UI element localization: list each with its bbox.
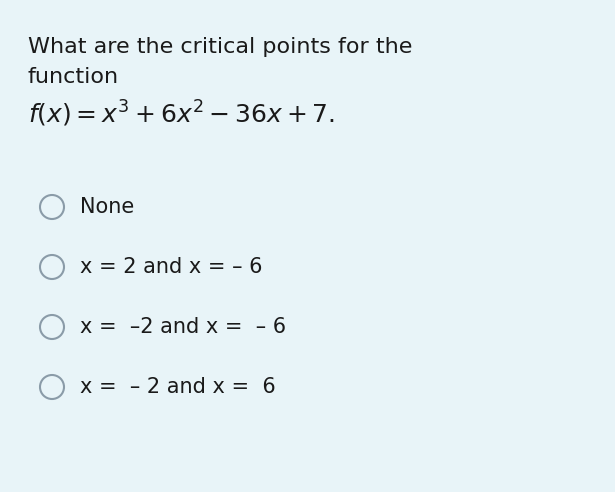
Text: x = 2 and x = – 6: x = 2 and x = – 6 xyxy=(80,257,263,277)
Text: x =  –2 and x =  – 6: x = –2 and x = – 6 xyxy=(80,317,286,337)
Text: function: function xyxy=(28,67,119,87)
Ellipse shape xyxy=(40,315,64,339)
Ellipse shape xyxy=(40,375,64,399)
Text: x =  – 2 and x =  6: x = – 2 and x = 6 xyxy=(80,377,276,397)
Ellipse shape xyxy=(40,255,64,279)
Text: $f(x) = x^3 + 6x^2 - 36x + 7.$: $f(x) = x^3 + 6x^2 - 36x + 7.$ xyxy=(28,99,335,129)
Ellipse shape xyxy=(40,195,64,219)
Text: None: None xyxy=(80,197,134,217)
Text: What are the critical points for the: What are the critical points for the xyxy=(28,37,413,57)
